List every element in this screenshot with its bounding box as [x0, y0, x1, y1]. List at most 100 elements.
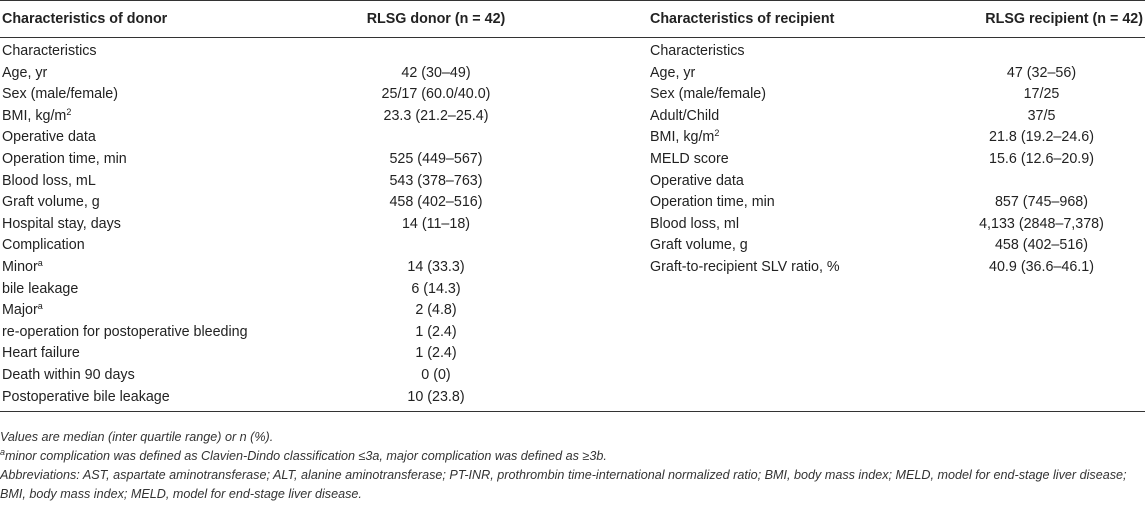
donor-label-text: Postoperative bile leakage: [2, 388, 170, 405]
table-row: Complication Graft volume, g 458 (402–516): [0, 235, 1145, 257]
recipient-value: 4,133 (2848–7,378): [979, 215, 1104, 232]
donor-label: Blood loss, mL: [0, 171, 290, 193]
table-row: Heart failure 1 (2.4): [0, 343, 1145, 365]
recipient-label: Adult/Child: [648, 106, 938, 128]
recipient-value: 857 (745–968): [994, 194, 1088, 211]
donor-value: [290, 127, 582, 149]
recipient-label-text: Blood loss, ml: [650, 215, 739, 232]
donor-label: Heart failure: [0, 343, 290, 365]
column-gap: [582, 365, 648, 387]
donor-label: Postoperative bile leakage: [0, 386, 290, 413]
donor-label-text: Age, yr: [2, 64, 48, 81]
donor-label: Minora: [0, 257, 290, 279]
recipient-label-text: Operative data: [650, 172, 744, 189]
donor-value: 10 (23.8): [290, 386, 582, 413]
recipient-label-text: Operation time, min: [650, 194, 775, 211]
recipient-value: 37/5: [1027, 107, 1056, 124]
recipient-value: 17/25: [1023, 86, 1060, 103]
header-donor-characteristics: Characteristics of donor: [0, 0, 290, 38]
column-gap: [582, 300, 648, 322]
recipient-value: [938, 38, 1145, 63]
donor-value: 1 (2.4): [415, 345, 457, 362]
column-gap: [582, 322, 648, 344]
donor-value: 0 (0): [421, 366, 451, 383]
donor-label: Characteristics: [0, 38, 290, 63]
table-row: re-operation for postoperative bleeding 1…: [0, 322, 1145, 344]
donor-label: bile leakage: [0, 279, 290, 301]
donor-label: BMI, kg/m2: [0, 106, 290, 128]
donor-value: 14 (33.3): [407, 258, 465, 275]
recipient-label: Characteristics: [648, 38, 938, 63]
donor-value: 6 (14.3): [411, 280, 461, 297]
table-footnotes: Values are median (inter quartile range)…: [0, 428, 1140, 504]
donor-label-text: Complication: [2, 237, 85, 254]
donor-value: 458 (402–516): [389, 194, 483, 211]
donor-value: 525 (449–567): [389, 150, 483, 167]
donor-value: [290, 235, 582, 257]
table-row: Postoperative bile leakage 10 (23.8): [0, 386, 1145, 413]
column-gap: [582, 84, 648, 106]
donor-label-text: Minor: [2, 258, 38, 275]
donor-label: Sex (male/female): [0, 84, 290, 106]
recipient-label: [648, 300, 938, 322]
recipient-label-text: Graft-to-recipient SLV ratio, %: [650, 258, 840, 275]
donor-label-text: Operation time, min: [2, 150, 127, 167]
recipient-value: [938, 386, 1145, 413]
donor-label-text: Sex (male/female): [2, 86, 119, 103]
footnote-a-marker: a: [0, 447, 6, 457]
recipient-value: [938, 279, 1145, 301]
footnote-values: Values are median (inter quartile range)…: [0, 430, 274, 444]
recipient-value: [938, 171, 1145, 193]
column-gap: [582, 192, 648, 214]
recipient-value: [938, 322, 1145, 344]
column-gap: [582, 63, 648, 85]
table-row: BMI, kg/m2 23.3 (21.2–25.4) Adult/Child 37/…: [0, 106, 1145, 128]
donor-label-text: Characteristics: [2, 43, 97, 59]
donor-label-text: Major: [2, 302, 38, 319]
recipient-label-text: Adult/Child: [650, 107, 720, 124]
donor-value: 42 (30–49): [401, 64, 471, 81]
recipient-label: Operation time, min: [648, 192, 938, 214]
recipient-label: Blood loss, ml: [648, 214, 938, 236]
header-recipient-value: RLSG recipient (n = 42): [938, 0, 1145, 38]
table-row: Majora 2 (4.8): [0, 300, 1145, 322]
header-donor-value: RLSG donor (n = 42): [290, 0, 582, 38]
donor-label: Hospital stay, days: [0, 214, 290, 236]
footnote-abbreviations: Abbreviations: AST, aspartate aminotrans…: [0, 468, 1127, 501]
column-gap: [582, 38, 648, 63]
recipient-label: BMI, kg/m2: [648, 127, 938, 149]
donor-label-superscript: a: [37, 301, 43, 312]
recipient-label: [648, 343, 938, 365]
column-gap: [582, 235, 648, 257]
donor-value: 14 (11–18): [401, 215, 471, 232]
column-gap: [582, 106, 648, 128]
donor-label: Majora: [0, 300, 290, 322]
donor-label-text: BMI, kg/m: [2, 107, 67, 124]
donor-label-superscript: 2: [66, 106, 72, 117]
recipient-label-text: Sex (male/female): [650, 86, 767, 103]
recipient-value: 40.9 (36.6–46.1): [989, 258, 1094, 275]
donor-label-text: Hospital stay, days: [2, 215, 121, 232]
donor-label: Death within 90 days: [0, 365, 290, 387]
table-row: bile leakage 6 (14.3): [0, 279, 1145, 301]
donor-label: Complication: [0, 235, 290, 257]
table-row: Operative data BMI, kg/m2 21.8 (19.2–24.6): [0, 127, 1145, 149]
donor-value: 543 (378–763): [389, 172, 483, 189]
column-gap: [582, 386, 648, 413]
table-row: Graft volume, g 458 (402–516) Operation ti…: [0, 192, 1145, 214]
donor-value: [290, 38, 582, 63]
donor-label: Age, yr: [0, 63, 290, 85]
recipient-label: [648, 365, 938, 387]
donor-label: Operation time, min: [0, 149, 290, 171]
donor-label-superscript: a: [37, 257, 43, 268]
footnote-a: aminor complication was defined as Clavi…: [0, 447, 1140, 466]
column-gap: [582, 343, 648, 365]
recipient-value: 47 (32–56): [1006, 64, 1077, 81]
recipient-value: [938, 365, 1145, 387]
table-row: Sex (male/female) 25/17 (60.0/40.0) Sex (m…: [0, 84, 1145, 106]
header-recipient-characteristics: Characteristics of recipient: [648, 0, 938, 38]
donor-label-text: Graft volume, g: [2, 194, 100, 211]
donor-value: 25/17 (60.0/40.0): [381, 86, 491, 103]
recipient-label-text: BMI, kg/m: [650, 129, 715, 146]
